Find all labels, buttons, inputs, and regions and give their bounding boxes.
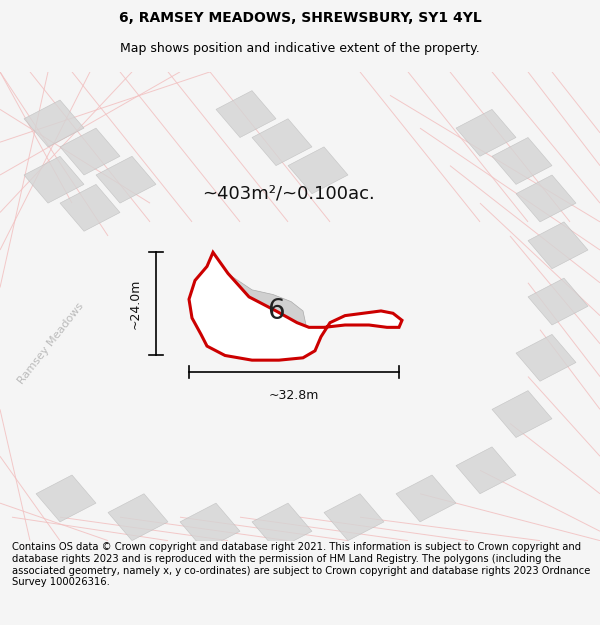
Polygon shape (216, 91, 276, 138)
Polygon shape (528, 278, 588, 325)
Polygon shape (219, 276, 306, 341)
Polygon shape (516, 175, 576, 222)
Polygon shape (24, 156, 84, 203)
Polygon shape (36, 475, 96, 522)
Polygon shape (60, 184, 120, 231)
Polygon shape (516, 334, 576, 381)
Polygon shape (189, 253, 402, 360)
Polygon shape (24, 100, 84, 147)
Polygon shape (396, 475, 456, 522)
Text: ~24.0m: ~24.0m (128, 279, 142, 329)
Polygon shape (324, 494, 384, 541)
Text: 6: 6 (267, 297, 285, 325)
Polygon shape (108, 494, 168, 541)
Text: Map shows position and indicative extent of the property.: Map shows position and indicative extent… (120, 42, 480, 54)
Polygon shape (492, 391, 552, 438)
Polygon shape (288, 147, 348, 194)
Text: ~403m²/~0.100ac.: ~403m²/~0.100ac. (202, 185, 374, 202)
Polygon shape (492, 138, 552, 184)
Polygon shape (60, 128, 120, 175)
Polygon shape (456, 109, 516, 156)
Polygon shape (252, 503, 312, 550)
Text: Ramsey Meadows: Ramsey Meadows (16, 301, 86, 386)
Polygon shape (96, 156, 156, 203)
Polygon shape (528, 222, 588, 269)
Text: 6, RAMSEY MEADOWS, SHREWSBURY, SY1 4YL: 6, RAMSEY MEADOWS, SHREWSBURY, SY1 4YL (119, 11, 481, 25)
Text: ~32.8m: ~32.8m (269, 389, 319, 402)
Polygon shape (180, 503, 240, 550)
Polygon shape (456, 447, 516, 494)
Polygon shape (252, 119, 312, 166)
Text: Contains OS data © Crown copyright and database right 2021. This information is : Contains OS data © Crown copyright and d… (12, 542, 590, 587)
